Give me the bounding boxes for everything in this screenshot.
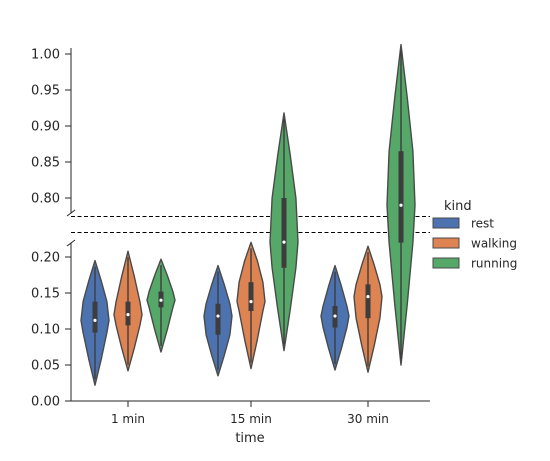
violin-median — [249, 300, 253, 304]
violin-box — [365, 284, 371, 319]
violin-box — [92, 301, 98, 333]
violin-median — [159, 298, 163, 302]
lower-y-ticks: 0.00 0.05 0.10 0.15 0.20 — [31, 251, 71, 410]
violin-box — [215, 303, 221, 335]
violin-median — [366, 295, 370, 299]
legend-swatch-walking — [432, 237, 460, 249]
violin-median — [333, 314, 337, 318]
x-axis-label: time — [235, 431, 264, 446]
y-tick-label: 1.00 — [31, 48, 60, 63]
y-tick-label: 0.05 — [31, 359, 60, 374]
legend-label-walking: walking — [471, 237, 517, 251]
y-tick-label: 0.20 — [31, 251, 60, 266]
legend-label-rest: rest — [471, 217, 494, 231]
x-tick-label: 30 min — [347, 412, 389, 426]
legend-swatch-running — [432, 257, 460, 269]
legend: kind rest walking running — [432, 199, 517, 271]
legend-label-running: running — [471, 257, 517, 271]
violins — [80, 43, 416, 386]
y-tick-label: 0.80 — [31, 192, 60, 207]
y-tick-label: 0.95 — [31, 84, 60, 99]
y-tick-label: 0.90 — [31, 120, 60, 135]
x-tick-label: 1 min — [111, 412, 145, 426]
y-tick-label: 0.10 — [31, 323, 60, 338]
legend-title: kind — [444, 199, 472, 214]
x-tick-label: 15 min — [230, 412, 272, 426]
break-mark-lower — [66, 239, 76, 247]
y-tick-label: 0.00 — [31, 395, 60, 410]
x-ticks: 1 min 15 min 30 min — [111, 401, 389, 426]
y-tick-label: 0.85 — [31, 156, 60, 171]
violin-median — [399, 203, 403, 207]
violin-median — [282, 240, 286, 244]
violin-median — [93, 318, 97, 322]
violin-box — [281, 198, 287, 268]
violin-median — [216, 314, 220, 318]
legend-swatch-rest — [432, 217, 460, 229]
upper-y-ticks: 0.80 0.85 0.90 0.95 1.00 — [31, 48, 71, 207]
y-tick-label: 0.15 — [31, 287, 60, 302]
break-mark-upper — [66, 209, 76, 217]
violin-box — [398, 151, 404, 243]
violin-median — [126, 313, 130, 317]
violin-box — [248, 282, 254, 311]
